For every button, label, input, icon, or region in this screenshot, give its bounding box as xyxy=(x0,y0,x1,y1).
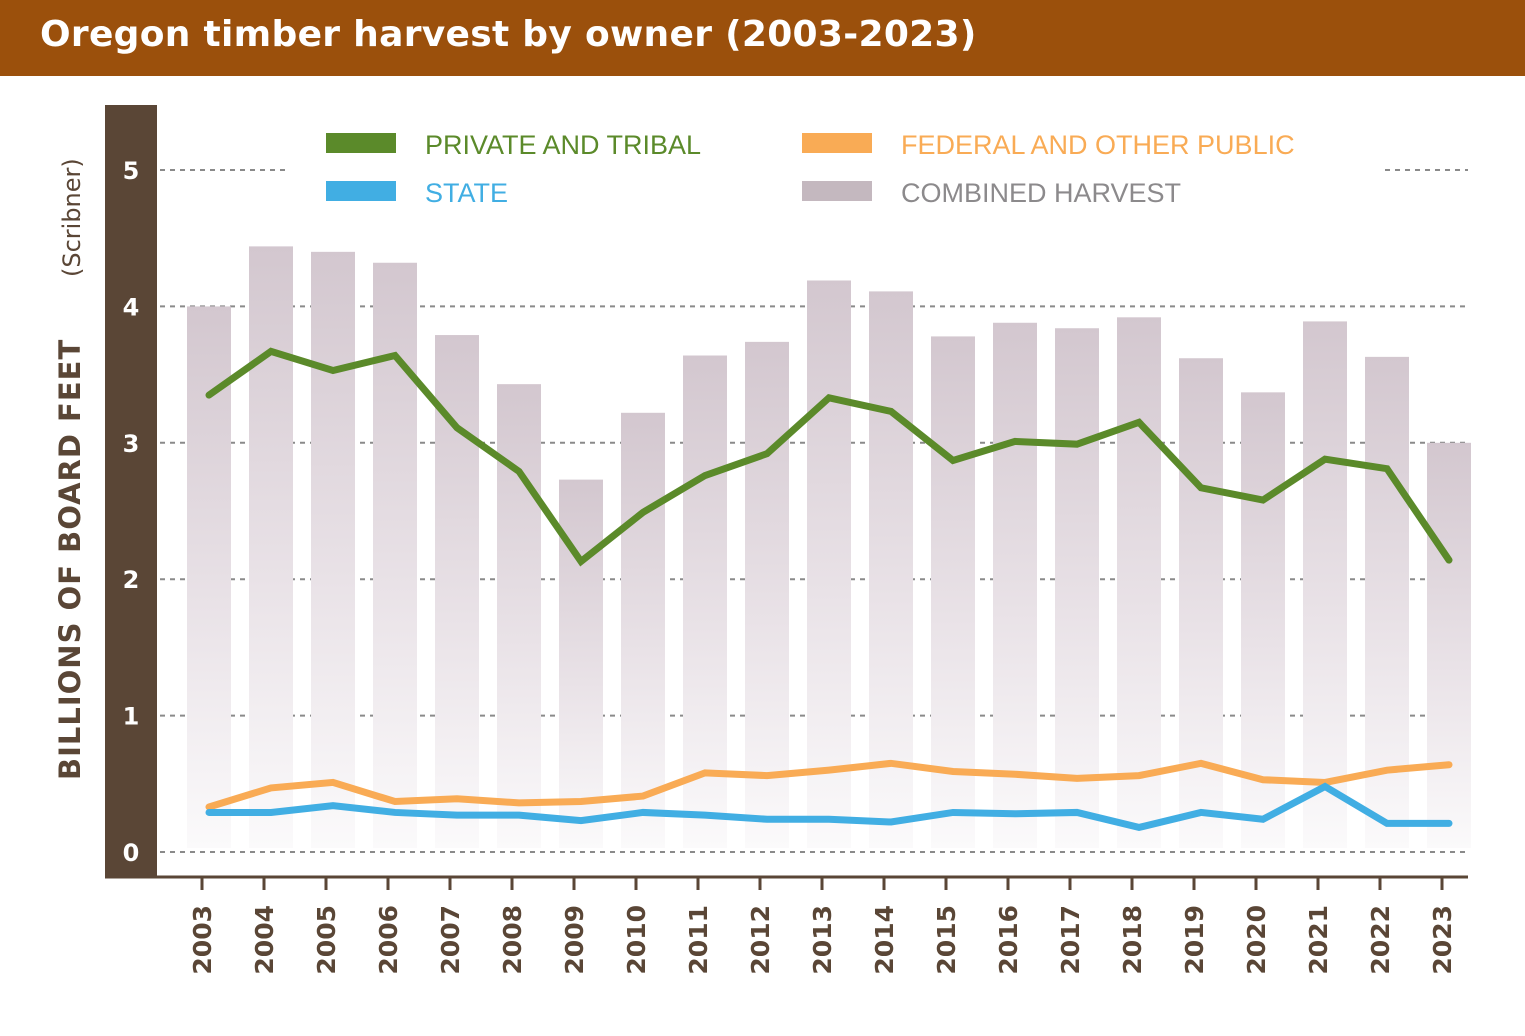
x-tick-label: 2006 xyxy=(374,905,403,975)
legend-swatch-combined xyxy=(802,181,872,201)
x-tick-label: 2014 xyxy=(870,905,899,975)
bar-combined-2008 xyxy=(497,384,541,848)
x-tick-label: 2004 xyxy=(250,905,279,975)
legend-swatch-private xyxy=(326,133,396,153)
x-tick-label: 2011 xyxy=(684,905,713,975)
legend-label-federal: FEDERAL AND OTHER PUBLIC xyxy=(901,130,1295,160)
x-tick-label: 2016 xyxy=(994,905,1023,975)
line-private-and-tribal xyxy=(205,347,1453,567)
y-axis-label: BILLIONS OF BOARD FEET xyxy=(53,339,87,780)
x-tick-label: 2009 xyxy=(560,905,589,975)
y-axis-unit: (Scribner) xyxy=(58,158,86,277)
bar-combined-2007 xyxy=(435,335,479,848)
x-tick-label: 2005 xyxy=(312,905,341,975)
line-federal-and-other-public xyxy=(205,759,1453,811)
y-tick-label: 0 xyxy=(123,839,140,867)
bar-combined-2018 xyxy=(1117,317,1161,848)
bar-combined-2020 xyxy=(1241,392,1285,848)
bar-combined-2004 xyxy=(249,246,293,848)
x-tick-label: 2012 xyxy=(746,905,775,975)
bar-combined-2016 xyxy=(993,322,1037,848)
line-state xyxy=(205,782,1453,832)
y-axis-title: BILLIONS OF BOARD FEET (Scribner) xyxy=(53,158,87,780)
x-tick-label: 2003 xyxy=(188,905,217,975)
bar-combined-2012 xyxy=(745,341,789,848)
bar-combined-2013 xyxy=(807,280,851,848)
x-tick-label: 2020 xyxy=(1242,905,1271,975)
bar-combined-2017 xyxy=(1055,328,1099,848)
bar-combined-2021 xyxy=(1303,321,1347,848)
x-tick-label: 2015 xyxy=(932,905,961,975)
bar-combined-2023 xyxy=(1427,442,1471,848)
legend-swatch-state xyxy=(326,181,396,201)
bar-combined-2005 xyxy=(311,251,355,849)
legend-label-state: STATE xyxy=(425,178,508,208)
legend-swatch-federal xyxy=(802,133,872,153)
x-tick-label: 2018 xyxy=(1118,905,1147,975)
y-tick-label: 5 xyxy=(123,157,140,185)
x-tick-label: 2017 xyxy=(1056,905,1085,975)
x-tick-label: 2013 xyxy=(808,905,837,975)
bar-combined-2019 xyxy=(1179,358,1223,848)
bar-combined-2015 xyxy=(931,336,975,848)
x-tick-label: 2021 xyxy=(1304,905,1333,975)
x-tick-label: 2007 xyxy=(436,905,465,975)
bar-combined-2011 xyxy=(683,355,727,848)
legend-label-combined: COMBINED HARVEST xyxy=(901,178,1181,208)
legend-label-private: PRIVATE AND TRIBAL xyxy=(425,130,701,160)
chart-title: Oregon timber harvest by owner (2003-202… xyxy=(40,14,977,55)
bar-combined-2006 xyxy=(373,262,417,848)
y-tick-label: 3 xyxy=(123,430,140,458)
x-tick-label: 2022 xyxy=(1366,905,1395,975)
x-tick-label: 2008 xyxy=(498,905,527,975)
legend: PRIVATE AND TRIBAL STATE FEDERAL AND OTH… xyxy=(326,130,1295,208)
x-tick-label: 2019 xyxy=(1180,905,1209,975)
bar-combined-2014 xyxy=(869,291,913,848)
x-tick-label: 2010 xyxy=(622,905,651,975)
y-tick-label: 4 xyxy=(123,293,140,321)
bar-combined-2010 xyxy=(621,412,665,848)
y-tick-label: 2 xyxy=(123,566,140,594)
y-axis-band xyxy=(105,105,157,878)
y-tick-label: 1 xyxy=(123,703,140,731)
x-tick-label: 2023 xyxy=(1428,905,1457,975)
title-bar: Oregon timber harvest by owner (2003-202… xyxy=(0,0,1525,76)
